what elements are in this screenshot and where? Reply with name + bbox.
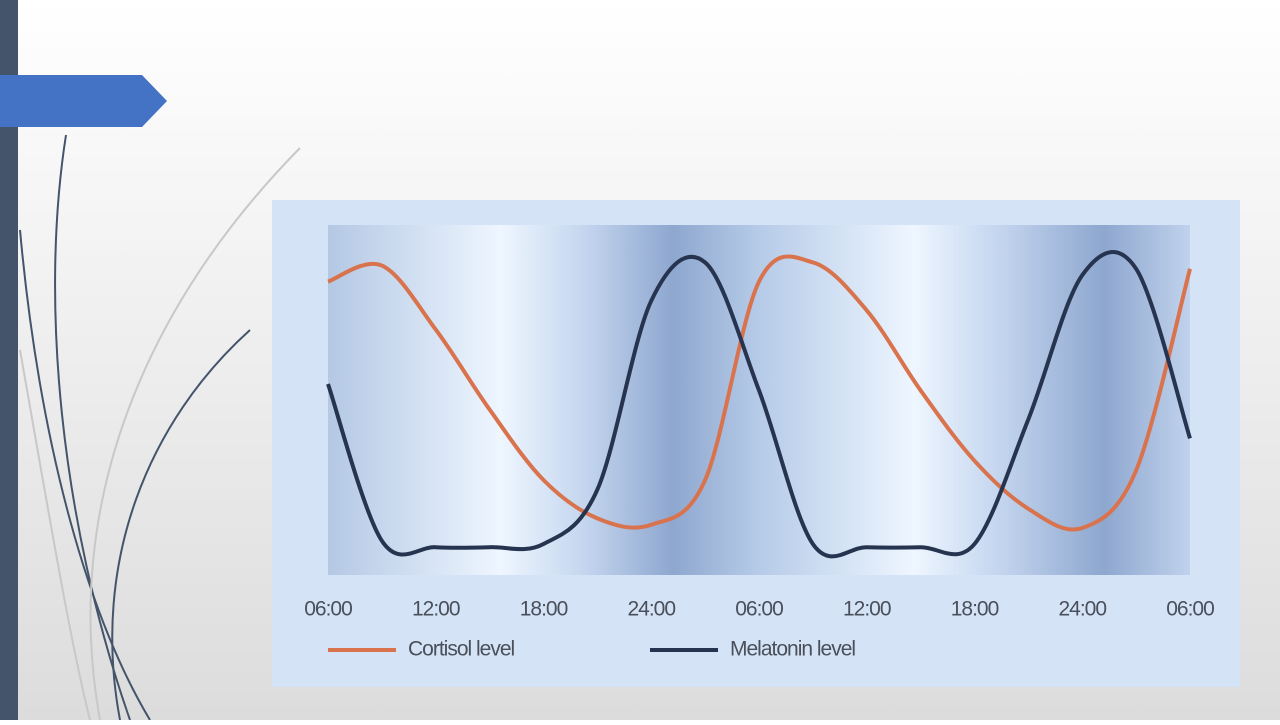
x-tick-label: 18:00 bbox=[520, 598, 568, 621]
x-tick-label: 12:00 bbox=[843, 598, 891, 621]
x-tick-label: 06:00 bbox=[304, 598, 352, 621]
legend-label: Cortisol level bbox=[408, 638, 515, 661]
legend-label: Melatonin level bbox=[730, 638, 855, 661]
x-tick-label: 24:00 bbox=[1058, 598, 1106, 621]
series-line bbox=[326, 250, 1192, 559]
x-tick-label: 12:00 bbox=[412, 598, 460, 621]
x-tick-label: 24:00 bbox=[627, 598, 675, 621]
x-tick-label: 18:00 bbox=[951, 598, 999, 621]
x-tick-label: 06:00 bbox=[1166, 598, 1214, 621]
chart: 06:00 12:00 18:00 24:00 06:00 12:00 18:00 24:00… bbox=[304, 250, 1215, 661]
x-tick-label: 06:00 bbox=[735, 598, 783, 621]
decor-curves bbox=[19, 134, 301, 721]
title-arrow bbox=[0, 75, 167, 127]
series-line bbox=[327, 254, 1192, 532]
side-bar bbox=[0, 0, 18, 720]
